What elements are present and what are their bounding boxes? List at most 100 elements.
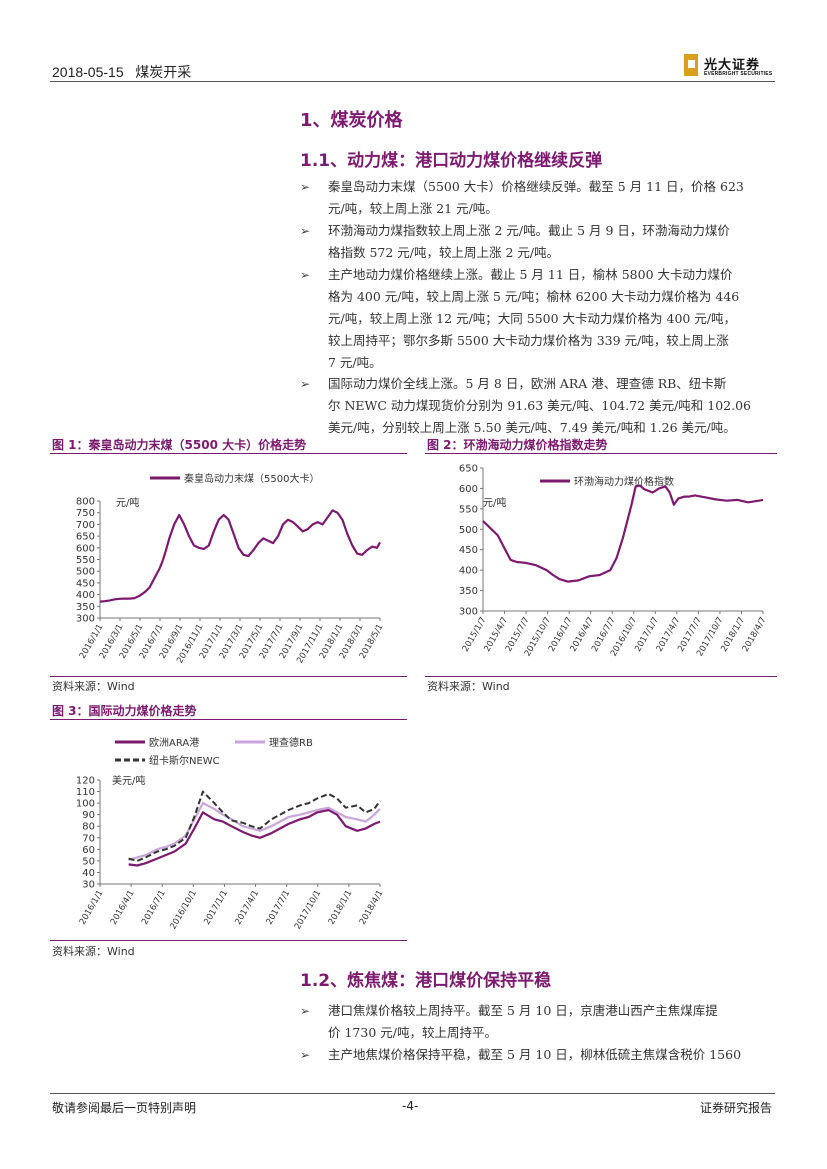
y-tick-label: 550 [459,504,478,515]
header-date-section: 2018-05-15 煤炭开采 [52,62,191,82]
page-number: -4- [402,1099,419,1113]
y-axis-label: 元/吨 [483,496,506,509]
x-tick-label: 2018/4/1 [358,889,386,927]
y-tick-label: 500 [459,525,478,536]
x-tick-label: 2016/10/1 [168,889,198,932]
header-section: 煤炭开采 [135,64,192,80]
bullet-bohai-index: ➢ 环渤海动力煤指数较上周上涨 2 元/吨。截止 5 月 9 日，环渤海动力煤价… [300,223,778,268]
series-line [99,509,381,603]
text-line: 环渤海动力煤指数较上周上涨 2 元/吨。截止 5 月 9 日，环渤海动力煤价 [328,223,730,238]
figure-1-source: 资料来源：Wind [52,680,135,693]
legend-label: 纽卡斯尔NEWC [149,754,220,767]
text-line: 格指数 572 元/吨，较上周上涨 2 元/吨。 [328,245,560,260]
y-tick-label: 550 [76,555,95,566]
y-tick-label: 350 [459,586,478,597]
y-tick-label: 120 [76,776,95,787]
bullet-marker-icon: ➢ [300,1048,311,1062]
x-tick-label: 2016/1/1 [78,889,106,927]
figure-3-bottom-rule [50,940,407,941]
x-tick-label: 2017/10/1 [293,889,323,932]
y-tick-label: 110 [76,787,95,798]
y-tick-label: 650 [459,464,478,475]
series-line [128,808,381,867]
y-tick-label: 300 [459,607,478,618]
header-divider [50,81,775,82]
bullet-marker-icon: ➢ [300,224,311,238]
y-tick-label: 30 [82,880,95,891]
figure-2-bottom-rule [425,676,777,677]
y-tick-label: 750 [76,508,95,519]
y-tick-label: 70 [82,833,95,844]
logo-mark-icon [684,54,698,76]
text-line: 港口焦煤价格较上周持平。截至 5 月 10 日，京唐港山西产主焦煤库提 [328,1003,718,1018]
y-tick-label: 300 [76,614,95,625]
y-tick-label: 400 [76,590,95,601]
text-line: 美元/吨，分别较上周上涨 5.50 美元/吨、7.49 美元/吨和 1.26 美… [328,420,736,435]
text-line: 较上周持平；鄂尔多斯 5500 大卡动力煤价格为 339 元/吨，较上周上涨 [328,333,729,348]
footer-disclaimer: 敬请参阅最后一页特别声明 [52,1101,197,1115]
text-line: 价 1730 元/吨，较上周持平。 [328,1025,497,1040]
text-line: 国际动力煤价全线上涨。5 月 8 日，欧洲 ARA 港、理查德 RB、纽卡斯 [328,376,727,391]
series-line [128,790,381,862]
y-tick-label: 450 [459,545,478,556]
figure-2-title: 图 2：环渤海动力煤价格指数走势 [427,438,608,452]
y-tick-label: 600 [76,543,95,554]
logo-en: EVERBRIGHT SECURITIES [704,71,773,77]
y-tick-label: 700 [76,520,95,531]
y-tick-label: 60 [82,845,95,856]
text-line: 元/吨，较上周上涨 12 元/吨；大同 5500 大卡动力煤价格为 400 元/… [328,311,737,326]
y-tick-label: 650 [76,532,95,543]
bullet-intl-price: ➢ 国际动力煤价全线上涨。5 月 8 日，欧洲 ARA 港、理查德 RB、纽卡斯… [300,376,778,443]
section-1-1-title: 1.1、动力煤：港口动力煤价格继续反弹 [300,151,603,171]
text-line: 尔 NEWC 动力煤现货价分别为 91.63 美元/吨、104.72 美元/吨和… [328,398,751,413]
y-tick-label: 100 [76,799,95,810]
bullet-marker-icon: ➢ [300,268,311,282]
everbright-logo: 光大证券 EVERBRIGHT SECURITIES [684,52,784,82]
y-tick-label: 600 [459,484,478,495]
chart-bohai-index: 3003504004505005506006502015/1/72015/4/7… [459,464,769,659]
figure-2-rule [425,453,777,454]
section-1-2-title: 1.2、炼焦煤：港口煤价保持平稳 [300,971,552,991]
text-line: 格为 400 元/吨，较上周上涨 5 元/吨；榆林 6200 大卡动力煤价格为 … [328,289,740,304]
text-line: 元/吨，较上周上涨 21 元/吨。 [328,201,498,216]
x-tick-label: 2018/1/1 [327,889,355,927]
series-line [482,484,764,583]
figure-3-source: 资料来源：Wind [52,945,135,958]
legend-label: 秦皇岛动力末煤（5500大卡） [184,472,319,485]
x-tick-label: 2017/1/1 [202,889,230,927]
bullet-marker-icon: ➢ [300,180,311,194]
chart-qhd-price: 3003504004505005506006507007508002016/1/… [76,472,386,665]
y-axis-label: 美元/吨 [112,774,145,787]
figure-3-rule [50,719,407,720]
bullet-origin-coking: ➢ 主产地焦煤价格保持平稳，截至 5 月 10 日，柳林低硫主焦煤含税价 156… [300,1047,778,1070]
figure-2-source: 资料来源：Wind [427,680,510,693]
x-tick-label: 2016/7/1 [140,889,168,927]
y-tick-label: 400 [459,566,478,577]
y-tick-label: 500 [76,567,95,578]
figure-1-rule [50,453,407,454]
y-axis-label: 元/吨 [116,496,139,509]
legend-label: 环渤海动力煤价格指数 [574,475,674,488]
legend-label: 理查德RB [269,736,313,749]
figure-1-bottom-rule [50,676,407,677]
legend-label: 欧洲ARA港 [149,737,199,749]
y-tick-label: 90 [82,810,95,821]
bullet-marker-icon: ➢ [300,377,311,391]
footer-report-type: 证券研究报告 [700,1101,773,1115]
bullet-port-coking: ➢ 港口焦煤价格较上周持平。截至 5 月 10 日，京唐港山西产主焦煤库提 价 … [300,1003,778,1048]
x-tick-label: 2017/7/1 [265,889,293,927]
bullet-marker-icon: ➢ [300,1004,311,1018]
text-line: 主产地焦煤价格保持平稳，截至 5 月 10 日，柳林低硫主焦煤含税价 1560 [328,1047,742,1062]
y-tick-label: 800 [76,497,95,508]
x-tick-label: 2017/4/1 [233,889,261,927]
text-line: 7 元/吨。 [328,355,382,370]
text-line: 主产地动力煤价格继续上涨。截止 5 月 11 日，榆林 5800 大卡动力煤价 [328,267,733,282]
bullet-qhd: ➢ 秦皇岛动力末煤（5500 大卡）价格继续反弹。截至 5 月 11 日，价格 … [300,179,778,224]
figure-1-title: 图 1：秦皇岛动力末煤（5500 大卡）价格走势 [52,438,307,452]
logo-cn: 光大证券 [704,58,761,73]
y-tick-label: 80 [82,822,95,833]
series-line [128,801,381,861]
y-tick-label: 450 [76,578,95,589]
y-tick-label: 40 [82,868,95,879]
